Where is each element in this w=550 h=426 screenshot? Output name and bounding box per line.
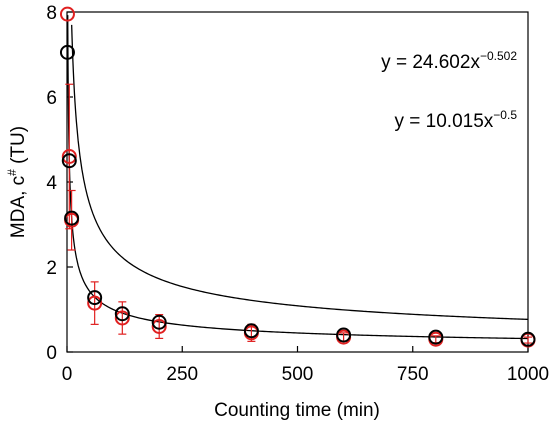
y-tick-label: 0 bbox=[46, 343, 57, 364]
plot-area bbox=[66, 11, 529, 353]
y-axis-label-sup: # bbox=[5, 169, 19, 176]
data-point bbox=[64, 210, 80, 226]
y-tick-label: 8 bbox=[46, 3, 57, 24]
data-point bbox=[87, 295, 103, 311]
x-tick-label: 500 bbox=[282, 364, 314, 385]
y-axis-label-main: MDA, c bbox=[8, 176, 29, 238]
equation-1-exp: −0.502 bbox=[480, 49, 517, 63]
x-tick-label: 1000 bbox=[507, 364, 549, 385]
data-point bbox=[59, 44, 75, 60]
x-tick-label: 250 bbox=[166, 364, 198, 385]
y-axis-label-unit: (TU) bbox=[8, 126, 29, 169]
equation-2: y = 10.015x−0.5 bbox=[395, 108, 518, 132]
data-point bbox=[151, 314, 167, 330]
data-point bbox=[87, 290, 103, 306]
y-axis-label: MDA, c# (TU) bbox=[5, 126, 29, 238]
data-point bbox=[61, 153, 77, 169]
data-point bbox=[59, 6, 75, 22]
data-point bbox=[336, 327, 352, 343]
equation-1-base: y = 24.602x bbox=[381, 52, 480, 73]
y-tick-label: 2 bbox=[46, 258, 57, 279]
data-point bbox=[114, 306, 130, 322]
y-tick-label: 6 bbox=[46, 88, 57, 109]
equation-2-base: y = 10.015x bbox=[395, 111, 494, 132]
data-point bbox=[428, 329, 444, 345]
data-points bbox=[59, 6, 536, 348]
data-point bbox=[151, 319, 167, 334]
data-point bbox=[520, 331, 536, 347]
fit-curve bbox=[71, 24, 529, 321]
x-tick-label: 0 bbox=[62, 364, 73, 385]
data-point bbox=[114, 310, 130, 326]
data-point bbox=[61, 149, 77, 164]
y-tick-label: 4 bbox=[46, 173, 57, 194]
x-axis-ticks: 0 250 500 750 1000 bbox=[62, 346, 549, 385]
y-axis-ticks: 0 2 4 6 8 bbox=[46, 3, 73, 364]
equation-1: y = 24.602x−0.502 bbox=[381, 49, 517, 73]
data-point bbox=[243, 323, 259, 339]
equation-2-exp: −0.5 bbox=[493, 108, 517, 122]
x-axis-label: Counting time (min) bbox=[214, 400, 380, 421]
x-tick-label: 750 bbox=[397, 364, 429, 385]
